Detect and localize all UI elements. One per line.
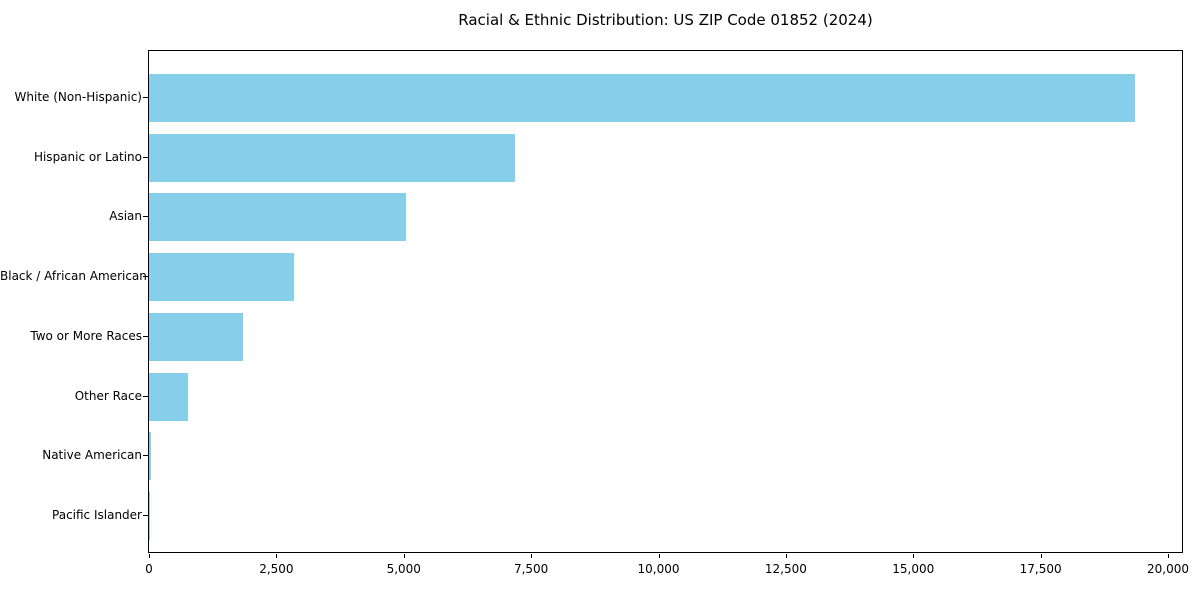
y-tick-mark-pacific-islander <box>143 514 148 516</box>
x-tick-mark-20,000 <box>1168 554 1169 558</box>
bar-hispanic-or-latino <box>149 133 515 182</box>
bar-other-race <box>149 372 189 421</box>
bar-two-or-more-races <box>149 312 244 361</box>
y-tick-label-black-african-american: Black / African American <box>0 269 147 284</box>
plot-area <box>148 50 1183 553</box>
y-tick-mark-white-non-hispanic <box>143 97 148 98</box>
x-tick-label-7,500: 7,500 <box>513 562 549 576</box>
x-tick-label-12,500: 12,500 <box>764 562 807 576</box>
y-tick-label-other-race: Other Race <box>74 388 142 403</box>
y-tick-mark-hispanic-or-latino <box>143 156 148 158</box>
bar-pacific-islander <box>149 491 150 540</box>
x-tick-label-20,000: 20,000 <box>1147 562 1189 576</box>
y-tick-label-white-non-hispanic: White (Non-Hispanic) <box>14 90 142 104</box>
x-tick-mark-7,500 <box>531 554 533 558</box>
x-tick-label-17,500: 17,500 <box>1019 562 1062 576</box>
bar-black-african-american <box>149 253 295 302</box>
x-tick-mark-10,000 <box>658 554 660 558</box>
x-tick-label-15,000: 15,000 <box>892 562 935 576</box>
x-tick-mark-5,000 <box>403 554 405 558</box>
x-tick-label-2,500: 2,500 <box>259 562 294 576</box>
y-tick-mark-asian <box>143 216 148 218</box>
y-tick-label-asian: Asian <box>109 209 142 224</box>
chart-title: Racial & Ethnic Distribution: US ZIP Cod… <box>458 11 873 29</box>
y-tick-label-two-or-more-races: Two or More Races <box>30 328 142 343</box>
x-tick-label-10,000: 10,000 <box>637 562 680 576</box>
y-tick-label-pacific-islander: Pacific Islander <box>52 507 142 522</box>
x-tick-mark-12,500 <box>785 554 787 558</box>
y-tick-mark-other-race <box>143 395 148 397</box>
x-tick-mark-15,000 <box>913 554 915 558</box>
bar-native-american <box>149 432 151 481</box>
y-tick-label-hispanic-or-latino: Hispanic or Latino <box>33 149 142 164</box>
x-tick-mark-17,500 <box>1040 554 1042 558</box>
x-tick-mark-0 <box>149 554 150 558</box>
x-tick-label-0: 0 <box>145 562 153 576</box>
bar-white-non-hispanic <box>149 74 1135 122</box>
y-tick-label-native-american: Native American <box>42 448 142 463</box>
x-tick-label-5,000: 5,000 <box>386 562 421 576</box>
bar-asian <box>149 193 406 242</box>
y-tick-mark-black-african-american <box>143 276 148 278</box>
y-tick-mark-two-or-more-races <box>143 335 148 337</box>
y-tick-mark-native-american <box>143 455 148 457</box>
x-tick-mark-2,500 <box>276 554 278 558</box>
